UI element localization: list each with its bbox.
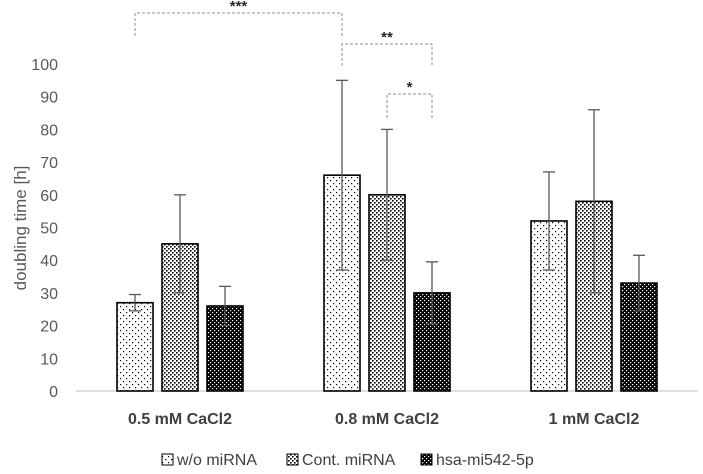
y-tick-label: 100: [31, 57, 58, 74]
bar: [116, 301, 154, 392]
significance-label: *: [407, 79, 413, 96]
x-category-label: 0.5 mM CaCl2: [128, 411, 232, 428]
y-tick-label: 60: [40, 188, 58, 205]
significance-bracket: [386, 93, 433, 118]
y-tick-label: 90: [40, 90, 58, 107]
y-tick-label: 10: [40, 351, 58, 368]
legend-swatch: [420, 453, 433, 466]
legend-label: hsa-mi542-5p: [436, 452, 534, 469]
x-category-label: 1 mM CaCl2: [549, 411, 640, 428]
x-category-label: 0.8 mM CaCl2: [335, 411, 439, 428]
legend-swatch: [161, 453, 174, 466]
y-axis-ticks: 0 10 20 30 40 50 60 70 80 90 100: [31, 57, 58, 401]
y-tick-label: 70: [40, 155, 58, 172]
y-tick-label: 50: [40, 221, 58, 238]
y-tick-label: 30: [40, 286, 58, 303]
significance-label: **: [381, 29, 393, 46]
legend: w/o miRNA Cont. miRNA hsa-mi542-5p: [161, 452, 534, 469]
legend-label: w/o miRNA: [176, 452, 257, 469]
y-tick-label: 0: [49, 384, 58, 401]
significance-bracket: [341, 43, 433, 66]
bars-group: [116, 174, 658, 392]
y-tick-label: 80: [40, 122, 58, 139]
y-tick-label: 40: [40, 253, 58, 270]
significance-brackets: ******: [134, 0, 433, 118]
legend-swatch: [286, 453, 299, 466]
y-tick-label: 20: [40, 319, 58, 336]
bar: [161, 243, 199, 392]
error-bars-group: [129, 79, 645, 327]
bar: [575, 200, 613, 392]
x-axis-labels: 0.5 mM CaCl2 0.8 mM CaCl2 1 mM CaCl2: [128, 411, 639, 428]
significance-bracket: [134, 12, 343, 36]
y-axis-label: doubling time [h]: [11, 166, 30, 291]
significance-label: ***: [230, 0, 248, 15]
legend-label: Cont. miRNA: [302, 452, 396, 469]
